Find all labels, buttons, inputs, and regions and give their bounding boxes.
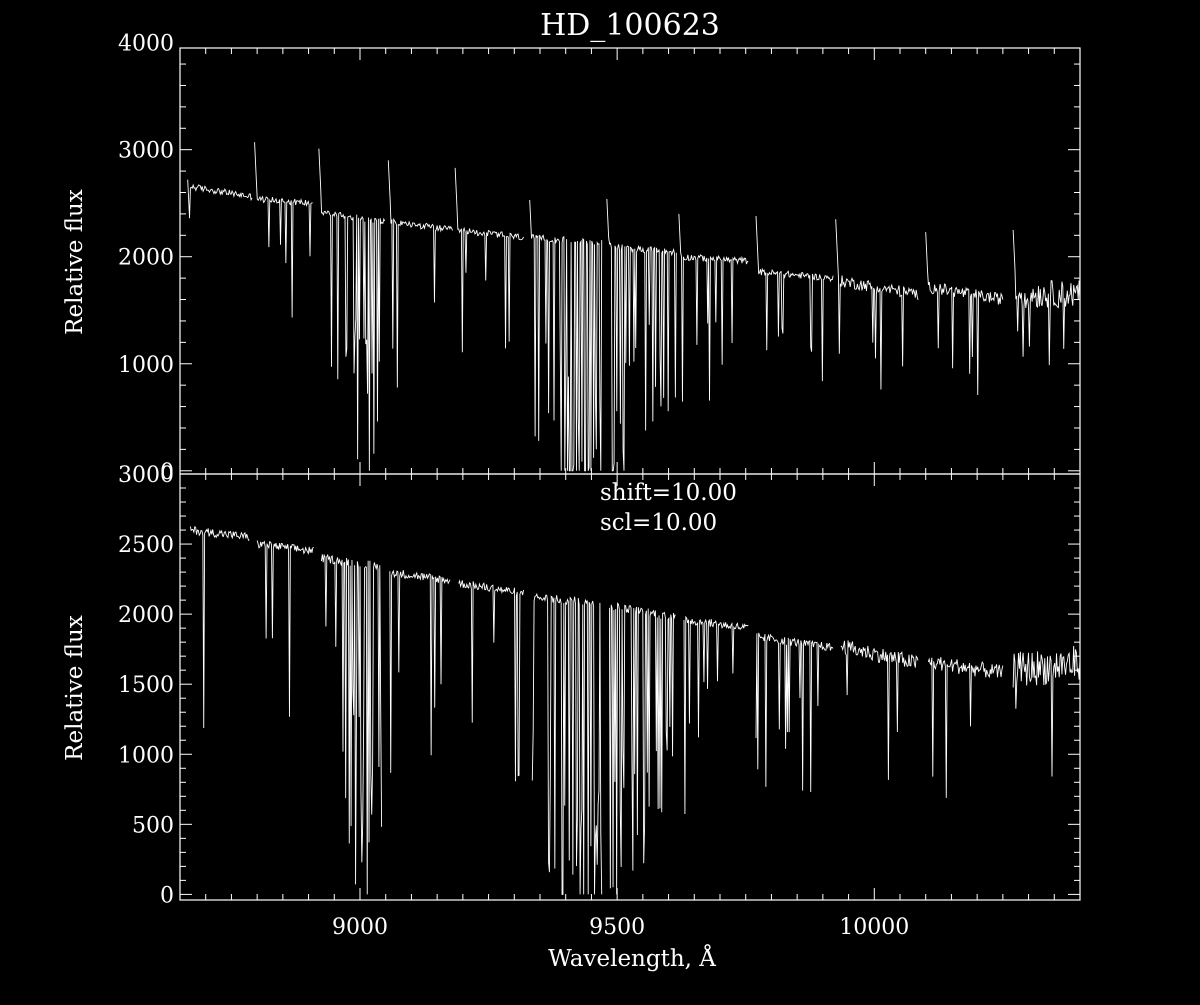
spectral-order-line bbox=[189, 526, 250, 729]
x-tick-label: 9500 bbox=[589, 915, 645, 940]
y-tick-label: 0 bbox=[160, 883, 174, 908]
y-axis-title-bottom: Relative flux bbox=[62, 615, 88, 761]
spectral-order-line bbox=[840, 640, 919, 780]
spectrum-series bbox=[187, 142, 1080, 472]
spectral-order-line bbox=[318, 148, 386, 471]
spectral-order-line bbox=[387, 160, 453, 388]
y-tick-label: 1000 bbox=[118, 743, 174, 768]
spectral-order-line bbox=[678, 213, 749, 402]
y-tick-label: 2000 bbox=[118, 246, 174, 271]
spectral-order-line bbox=[835, 219, 919, 390]
spectral-order-line bbox=[755, 216, 834, 382]
spectral-order-line bbox=[755, 632, 834, 793]
y-axis-title-top: Relative flux bbox=[62, 189, 88, 335]
spectral-order-line bbox=[927, 657, 1004, 798]
x-axis-title: Wavelength, Å bbox=[548, 944, 716, 972]
annotation-shift: shift=10.00 bbox=[600, 480, 737, 506]
spectral-order-line bbox=[389, 569, 451, 773]
spectral-order-line bbox=[254, 142, 313, 318]
spectral-order-line bbox=[531, 592, 603, 895]
spectrum-series bbox=[189, 526, 1080, 895]
y-tick-label: 3000 bbox=[118, 463, 174, 488]
spectral-order-line bbox=[925, 232, 1004, 395]
spectral-order-line bbox=[320, 553, 383, 895]
y-tick-label: 1500 bbox=[118, 673, 174, 698]
spectral-order-line bbox=[1012, 646, 1080, 777]
spectral-order-line bbox=[458, 579, 524, 782]
y-tick-label: 1000 bbox=[118, 353, 174, 378]
y-tick-label: 4000 bbox=[118, 32, 174, 57]
annotation-scl: scl=10.00 bbox=[600, 510, 717, 536]
bottom-panel: 0 500 1000 1500 2000 2500 3000 9000 9500 10000 bbox=[118, 463, 1081, 940]
spectral-order-line bbox=[608, 602, 676, 895]
spectral-order-line bbox=[454, 167, 524, 353]
spectral-order-line bbox=[256, 540, 314, 717]
y-tick-label: 0 bbox=[160, 460, 174, 485]
spectral-order-line bbox=[606, 198, 677, 472]
plot-frame bbox=[179, 473, 1081, 901]
y-tick-label: 3000 bbox=[118, 139, 174, 164]
y-tick-label: 2000 bbox=[118, 603, 174, 628]
spectral-order-line bbox=[1012, 229, 1080, 366]
spectral-order-line bbox=[529, 199, 603, 472]
spectral-order-line bbox=[187, 179, 253, 219]
y-tick-label: 500 bbox=[132, 813, 174, 838]
chart-title: HD_100623 bbox=[540, 8, 720, 43]
x-tick-label: 9000 bbox=[332, 915, 388, 940]
y-tick-label: 2500 bbox=[118, 533, 174, 558]
top-panel: 0 1000 2000 3000 4000 bbox=[118, 32, 1081, 485]
spectral-order-line bbox=[683, 615, 749, 814]
x-tick-label: 10000 bbox=[839, 915, 909, 940]
